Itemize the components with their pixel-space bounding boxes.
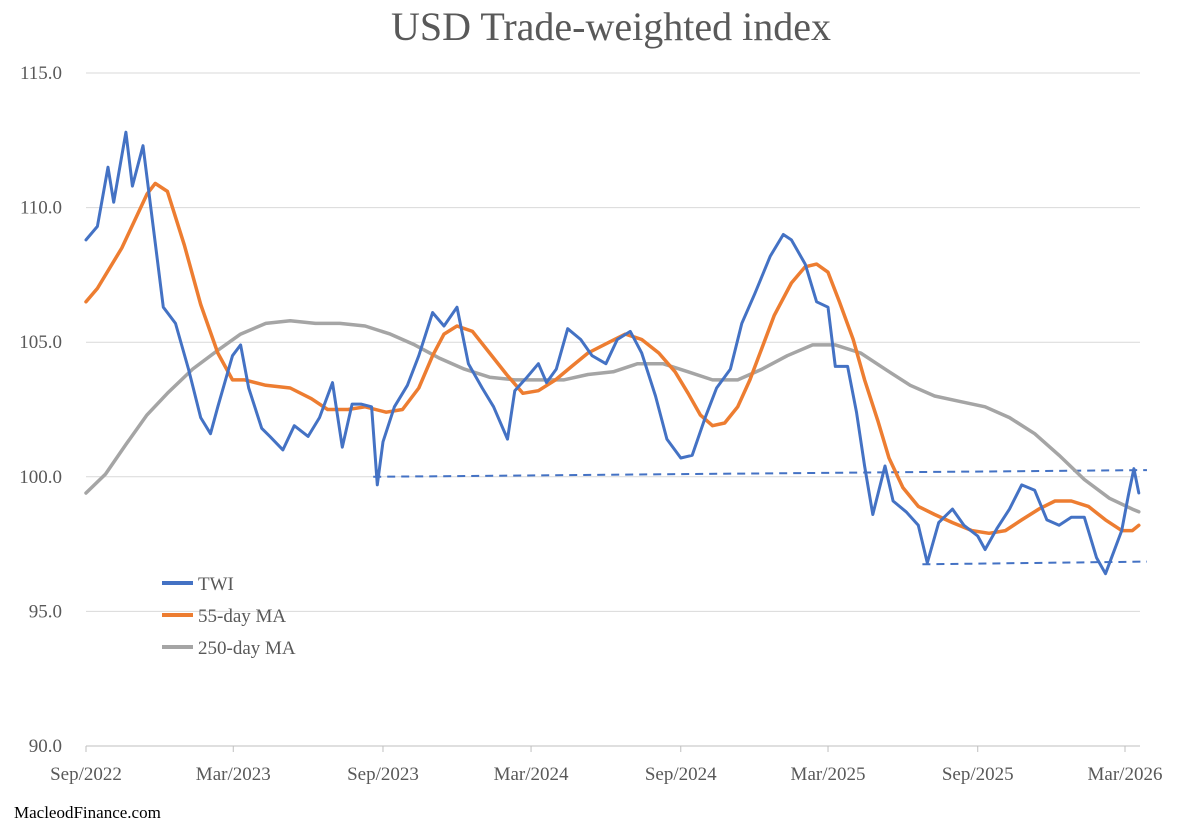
legend-label-twi: TWI <box>198 574 234 595</box>
x-axis: Sep/2022 Mar/2023 Sep/2023 Mar/2024 Sep/2024… <box>50 745 1163 785</box>
y-tick-label: 110.0 <box>20 198 62 219</box>
chart-title: USD Trade-weighted index <box>391 4 831 49</box>
series-line-twi <box>84 130 1141 576</box>
x-tick-label: Sep/2024 <box>645 764 717 785</box>
y-tick-label: 105.0 <box>19 332 62 353</box>
support-line-upper <box>373 469 1147 478</box>
x-tick-label: Mar/2024 <box>494 764 569 785</box>
source-credit: MacleodFinance.com <box>14 803 161 822</box>
x-tick-label: Sep/2025 <box>942 764 1014 785</box>
series-line-250-day-ma <box>84 318 1141 514</box>
y-tick-label: 95.0 <box>29 601 62 622</box>
series-lines <box>84 130 1141 576</box>
x-tick-label: Sep/2022 <box>50 764 122 785</box>
y-tick-label: 90.0 <box>29 736 62 757</box>
x-tick-label: Mar/2026 <box>1088 764 1163 785</box>
legend: TWI 55-day MA 250-day MA <box>162 574 296 659</box>
x-tick-label: Mar/2025 <box>791 764 866 785</box>
support-line-lower <box>922 560 1147 566</box>
y-tick-label: 100.0 <box>19 467 62 488</box>
legend-label-55-day-ma: 55-day MA <box>198 606 286 627</box>
y-axis-ticks: 90.0 95.0 100.0 105.0 110.0 115.0 <box>19 63 62 757</box>
y-tick-label: 115.0 <box>20 63 62 84</box>
x-tick-label: Sep/2023 <box>347 764 419 785</box>
x-tick-label: Mar/2023 <box>196 764 271 785</box>
legend-label-250-day-ma: 250-day MA <box>198 638 296 659</box>
reference-lines <box>373 469 1147 566</box>
